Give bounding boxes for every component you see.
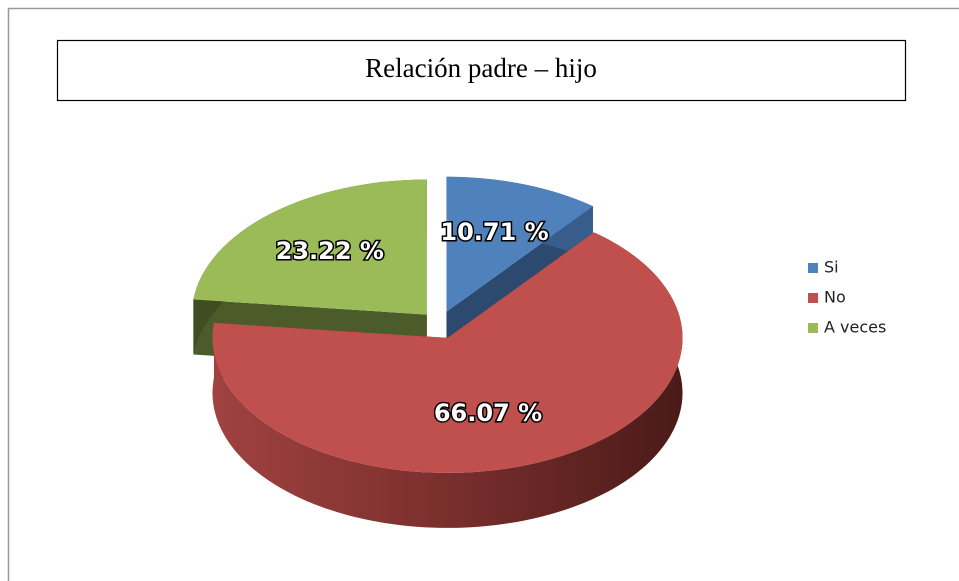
legend-label: Si <box>824 258 839 277</box>
slice <box>446 176 593 312</box>
legend-label: No <box>824 288 846 307</box>
slice <box>212 232 683 473</box>
legend-label: A veces <box>824 318 886 337</box>
chart-title: Relación padre – hijo <box>365 53 597 83</box>
slice <box>193 179 427 315</box>
title-box <box>56 39 907 102</box>
data-label: 10.71 % <box>440 218 548 246</box>
chart-border <box>7 7 959 581</box>
legend-swatch <box>808 263 818 273</box>
legend-swatch <box>808 323 818 333</box>
slice <box>212 232 683 528</box>
data-label: 66.07 % <box>434 399 542 427</box>
data-label: 23.22 % <box>276 237 384 265</box>
legend-swatch <box>808 293 818 303</box>
